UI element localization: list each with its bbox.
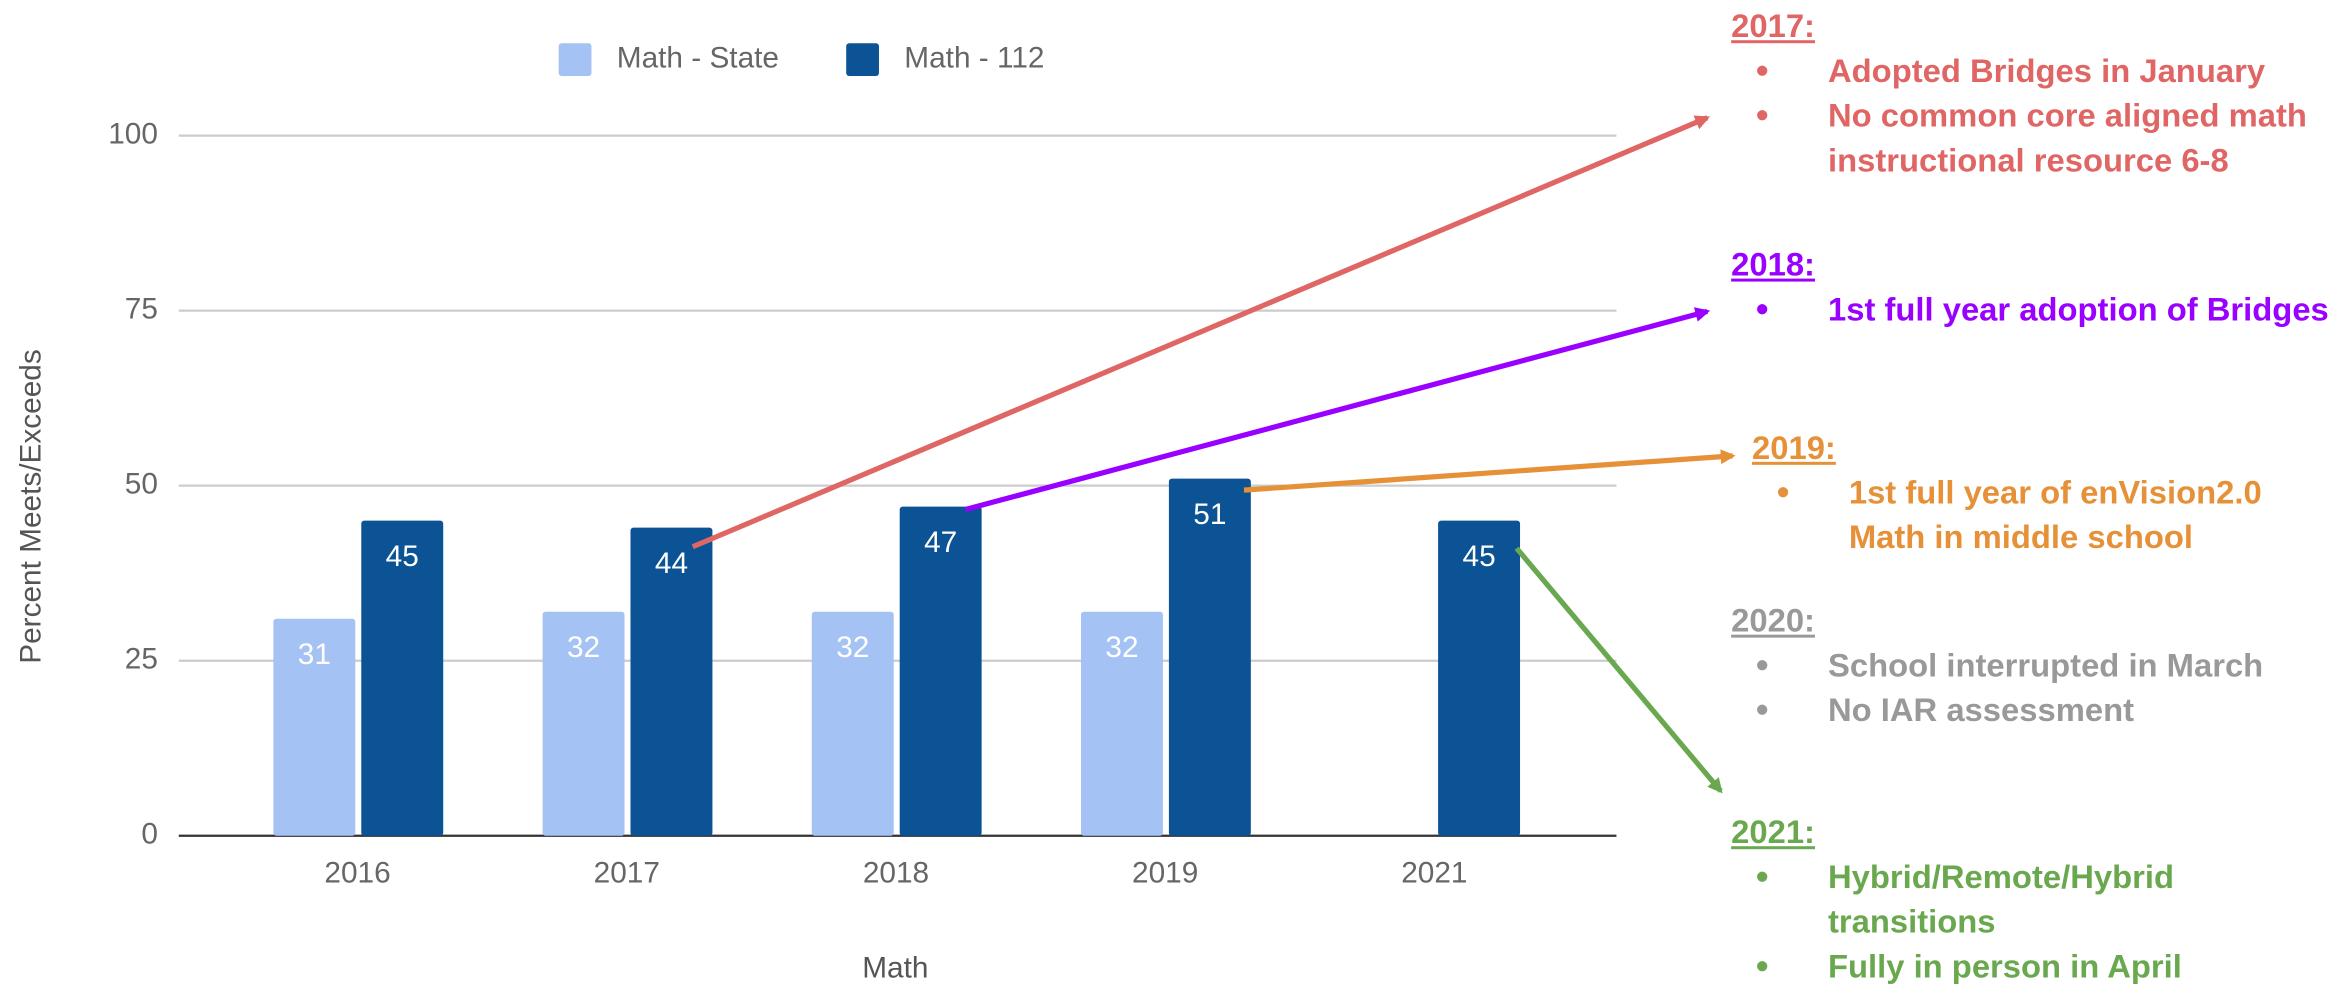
legend-label: Math - State bbox=[617, 41, 779, 74]
annotation-item: Hybrid/Remote/Hybrid transitions bbox=[1731, 855, 2334, 944]
x-tick-label: 2021 bbox=[1401, 856, 1467, 889]
data-label: 32 bbox=[567, 631, 600, 664]
y-axis-label: Percent Meets/Exceeds bbox=[15, 349, 48, 664]
x-axis-label: Math bbox=[862, 952, 928, 985]
annotation-item: Fully in person in April bbox=[1731, 945, 2334, 989]
annotation-heading: 2018: bbox=[1731, 245, 1815, 284]
data-label: 32 bbox=[1105, 631, 1138, 664]
annotation: 2017: Adopted Bridges in JanuaryNo common… bbox=[1731, 4, 2334, 183]
bar bbox=[1080, 611, 1163, 836]
y-tick-label: 100 bbox=[108, 117, 158, 150]
x-tick-label: 2016 bbox=[324, 856, 390, 889]
bar bbox=[1168, 478, 1251, 836]
data-label: 31 bbox=[298, 638, 331, 671]
annotation: 2020: School interrupted in MarchNo IAR a… bbox=[1731, 599, 2334, 733]
annotation: 2021: Hybrid/Remote/Hybrid transitionsFul… bbox=[1731, 810, 2334, 989]
legend-swatch bbox=[846, 43, 879, 76]
data-label: 45 bbox=[386, 540, 419, 573]
annotation-heading: 2021: bbox=[1731, 813, 1815, 851]
bar bbox=[630, 527, 713, 836]
annotation-item: No IAR assessment bbox=[1731, 688, 2334, 733]
annotation-heading: 2019: bbox=[1752, 429, 1836, 467]
y-tick-label: 25 bbox=[125, 643, 158, 676]
bar bbox=[811, 611, 894, 836]
annotation: 2018: 1st full year adoption of Bridges bbox=[1731, 243, 2334, 332]
bar bbox=[361, 520, 444, 836]
y-tick-label: 50 bbox=[125, 468, 158, 501]
arrow bbox=[964, 307, 1711, 513]
annotation-heading: 2020: bbox=[1731, 601, 1815, 640]
bar bbox=[273, 618, 356, 836]
arrow bbox=[691, 115, 1711, 550]
annotation-item: Adopted Bridges in January bbox=[1731, 49, 2334, 94]
data-label: 32 bbox=[836, 631, 869, 664]
annotation-item: 1st full year of enVision2.0 Math in mid… bbox=[1752, 471, 2333, 560]
x-tick-label: 2019 bbox=[1132, 856, 1198, 889]
y-tick-label: 75 bbox=[125, 292, 158, 325]
data-label: 44 bbox=[655, 547, 688, 580]
x-tick-label: 2018 bbox=[863, 856, 929, 889]
data-label: 47 bbox=[924, 526, 957, 559]
y-tick-label: 0 bbox=[141, 818, 158, 851]
annotation-item: 1st full year adoption of Bridges bbox=[1731, 288, 2334, 333]
bar bbox=[542, 611, 625, 836]
annotation-heading: 2017: bbox=[1731, 7, 1815, 45]
bar bbox=[1438, 520, 1521, 836]
annotation-item: No common core aligned math instructiona… bbox=[1731, 94, 2334, 183]
legend-label: Math - 112 bbox=[904, 41, 1044, 74]
arrow bbox=[1514, 546, 1723, 794]
data-label: 51 bbox=[1193, 498, 1226, 531]
annotation-item: School interrupted in March bbox=[1731, 644, 2334, 689]
data-label: 45 bbox=[1463, 540, 1496, 573]
arrow bbox=[1243, 449, 1736, 493]
bar bbox=[899, 506, 982, 836]
x-tick-label: 2017 bbox=[594, 856, 660, 889]
legend-swatch bbox=[558, 43, 592, 76]
annotation: 2019: 1st full year of enVision2.0 Math i… bbox=[1752, 426, 2333, 560]
